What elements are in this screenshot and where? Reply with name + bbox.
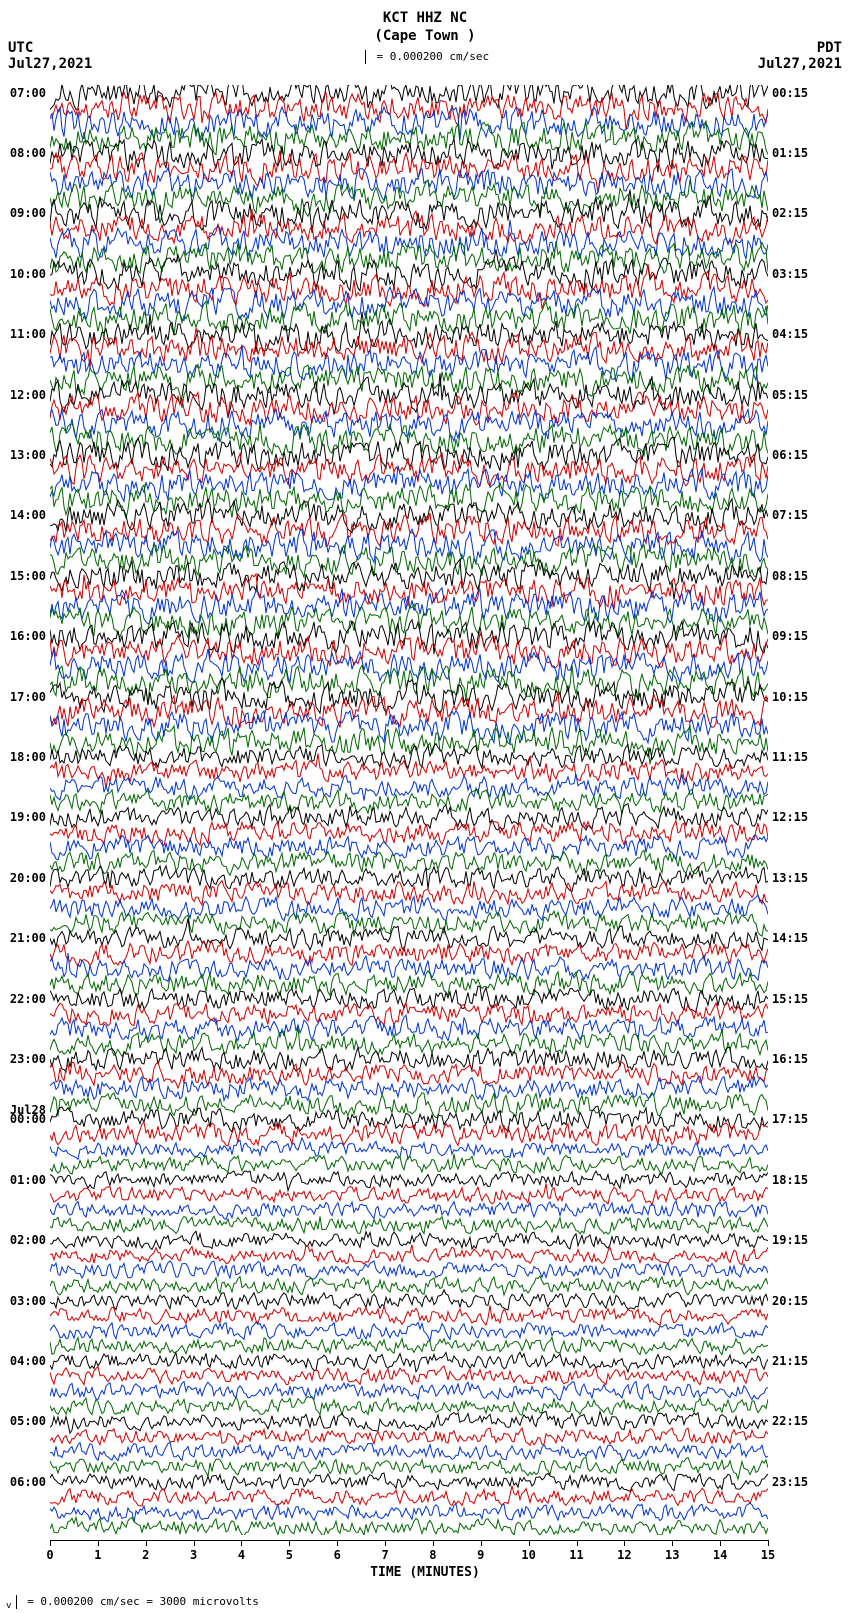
location-subtitle: (Cape Town ) [0,28,850,44]
left-time-label: 06:00 [10,1475,46,1489]
left-time-label: 09:00 [10,206,46,220]
right-time-label: 23:15 [772,1475,808,1489]
right-time-label: 10:15 [772,690,808,704]
right-time-label: 04:15 [772,327,808,341]
right-time-label: 16:15 [772,1052,808,1066]
x-tick-label: 8 [429,1548,436,1562]
right-time-label: 06:15 [772,448,808,462]
left-time-label: 21:00 [10,931,46,945]
x-tick-label: 14 [713,1548,727,1562]
left-time-label: 15:00 [10,569,46,583]
x-tick-label: 3 [190,1548,197,1562]
right-time-label: 00:15 [772,86,808,100]
left-time-label: 10:00 [10,267,46,281]
right-time-label: 22:15 [772,1414,808,1428]
x-tick-label: 13 [665,1548,679,1562]
left-time-label: 19:00 [10,810,46,824]
right-time-label: 14:15 [772,931,808,945]
right-time-label: 13:15 [772,871,808,885]
scale-text: = 0.000200 cm/sec [377,50,490,63]
x-tick-label: 15 [761,1548,775,1562]
scale-bar-icon [365,50,366,64]
left-time-label: 17:00 [10,690,46,704]
right-time-label: 07:15 [772,508,808,522]
left-time-label: 12:00 [10,388,46,402]
left-time-label: 07:00 [10,86,46,100]
x-axis-label: TIME (MINUTES) [0,1565,850,1580]
left-time-label: 01:00 [10,1173,46,1187]
x-tick [768,1540,769,1546]
x-tick-label: 12 [617,1548,631,1562]
left-time-label: 00:00 [10,1112,46,1126]
x-tick-label: 6 [334,1548,341,1562]
x-tick-label: 7 [381,1548,388,1562]
helicorder-page: KCT HHZ NC (Cape Town ) = 0.000200 cm/se… [0,0,850,1613]
right-time-label: 01:15 [772,146,808,160]
x-tick-label: 5 [286,1548,293,1562]
left-time-label: 23:00 [10,1052,46,1066]
left-time-label: 02:00 [10,1233,46,1247]
x-tick-label: 11 [569,1548,583,1562]
left-time-label: 04:00 [10,1354,46,1368]
x-tick-label: 9 [477,1548,484,1562]
right-time-label: 03:15 [772,267,808,281]
left-time-label: 16:00 [10,629,46,643]
pdt-tz-label: PDT [817,40,842,56]
right-time-label: 19:15 [772,1233,808,1247]
right-time-label: 02:15 [772,206,808,220]
right-time-label: 12:15 [772,810,808,824]
left-time-label: 14:00 [10,508,46,522]
right-time-label: 09:15 [772,629,808,643]
left-time-label: 22:00 [10,992,46,1006]
x-tick-label: 0 [46,1548,53,1562]
right-time-label: 17:15 [772,1112,808,1126]
right-time-label: 08:15 [772,569,808,583]
x-tick-label: 4 [238,1548,245,1562]
right-time-label: 20:15 [772,1294,808,1308]
left-time-label: 11:00 [10,327,46,341]
x-tick-label: 2 [142,1548,149,1562]
utc-tz-label: UTC [8,40,33,56]
pdt-date-label: Jul27,2021 [758,56,842,72]
x-tick-label: 1 [94,1548,101,1562]
station-title: KCT HHZ NC [0,10,850,26]
footer-scale: v = 0.000200 cm/sec = 3000 microvolts [6,1595,259,1611]
right-time-label: 15:15 [772,992,808,1006]
scale-bar-icon [16,1595,17,1609]
right-time-label: 18:15 [772,1173,808,1187]
footer-text: = 0.000200 cm/sec = 3000 microvolts [27,1595,259,1608]
x-axis-line [50,1540,768,1541]
helicorder-plot: 07:0008:0009:0010:0011:0012:0013:0014:00… [50,85,768,1535]
left-time-label: 18:00 [10,750,46,764]
left-time-label: 08:00 [10,146,46,160]
left-time-label: 03:00 [10,1294,46,1308]
utc-date-label: Jul27,2021 [8,56,92,72]
left-time-label: 20:00 [10,871,46,885]
right-time-label: 11:15 [772,750,808,764]
right-time-label: 05:15 [772,388,808,402]
right-time-label: 21:15 [772,1354,808,1368]
scale-indicator: = 0.000200 cm/sec [0,50,850,64]
left-time-label: 13:00 [10,448,46,462]
left-time-label: 05:00 [10,1414,46,1428]
x-tick-label: 10 [521,1548,535,1562]
